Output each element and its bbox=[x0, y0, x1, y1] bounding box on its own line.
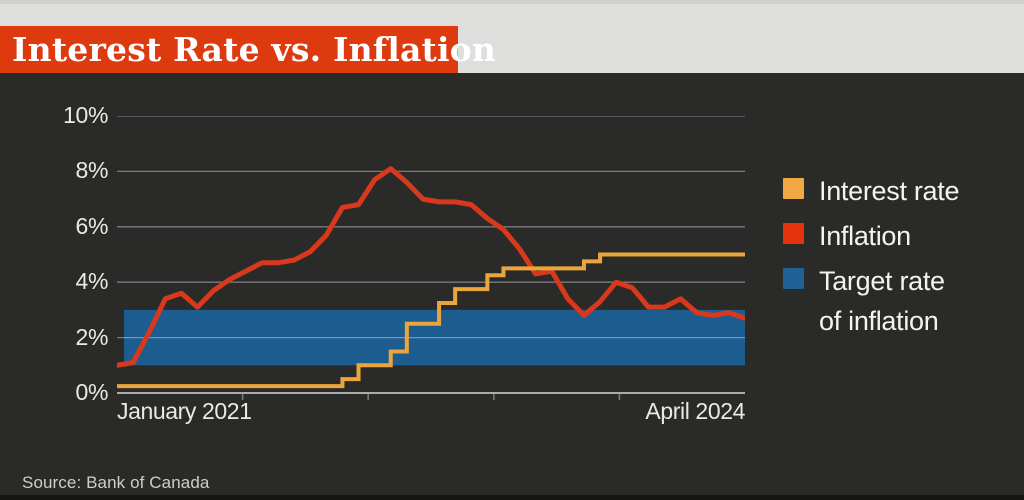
chart-legend: Interest rate Inflation Target rate of inf… bbox=[783, 171, 959, 341]
chart-plot bbox=[114, 115, 748, 401]
legend-item: Inflation bbox=[783, 216, 959, 256]
header-strip: Interest Rate vs. Inflation bbox=[0, 0, 1024, 73]
y-tick-label-8%: 8% bbox=[75, 157, 109, 184]
legend-swatch bbox=[783, 268, 804, 289]
legend-label: Interest rate bbox=[819, 176, 960, 206]
legend-item: Interest rate bbox=[783, 171, 959, 211]
y-tick-label-2%: 2% bbox=[75, 323, 109, 350]
legend-label: Target rate of inflation bbox=[819, 266, 945, 336]
inflation-line bbox=[114, 166, 748, 368]
y-axis-labels: 10% 8% 6% 4% 2% 0% bbox=[30, 0, 108, 420]
x-axis-label-end: April 2024 bbox=[645, 398, 745, 424]
legend-item: Target rate of inflation bbox=[783, 261, 959, 341]
y-tick-label-4%: 4% bbox=[75, 268, 109, 295]
x-axis-labels: January 2021 April 2024 bbox=[117, 398, 745, 425]
target-band bbox=[124, 309, 745, 366]
x-axis-label-start: January 2021 bbox=[117, 398, 252, 424]
legend-swatch bbox=[783, 178, 804, 199]
page-title: Interest Rate vs. Inflation bbox=[12, 30, 497, 69]
title-banner: Interest Rate vs. Inflation bbox=[0, 26, 496, 73]
legend-label: Inflation bbox=[819, 221, 911, 251]
source-caption: Source: Bank of Canada bbox=[22, 473, 210, 492]
header-strip-top-edge bbox=[0, 0, 1024, 4]
interest-rate-line bbox=[115, 252, 747, 389]
legend-swatch bbox=[783, 223, 804, 244]
y-tick-label-6%: 6% bbox=[75, 212, 109, 239]
y-tick-label-0%: 0% bbox=[75, 379, 109, 405]
bottom-edge bbox=[0, 495, 1024, 500]
chart-svg bbox=[114, 115, 748, 400]
y-tick-label-10%: 10% bbox=[63, 102, 108, 128]
